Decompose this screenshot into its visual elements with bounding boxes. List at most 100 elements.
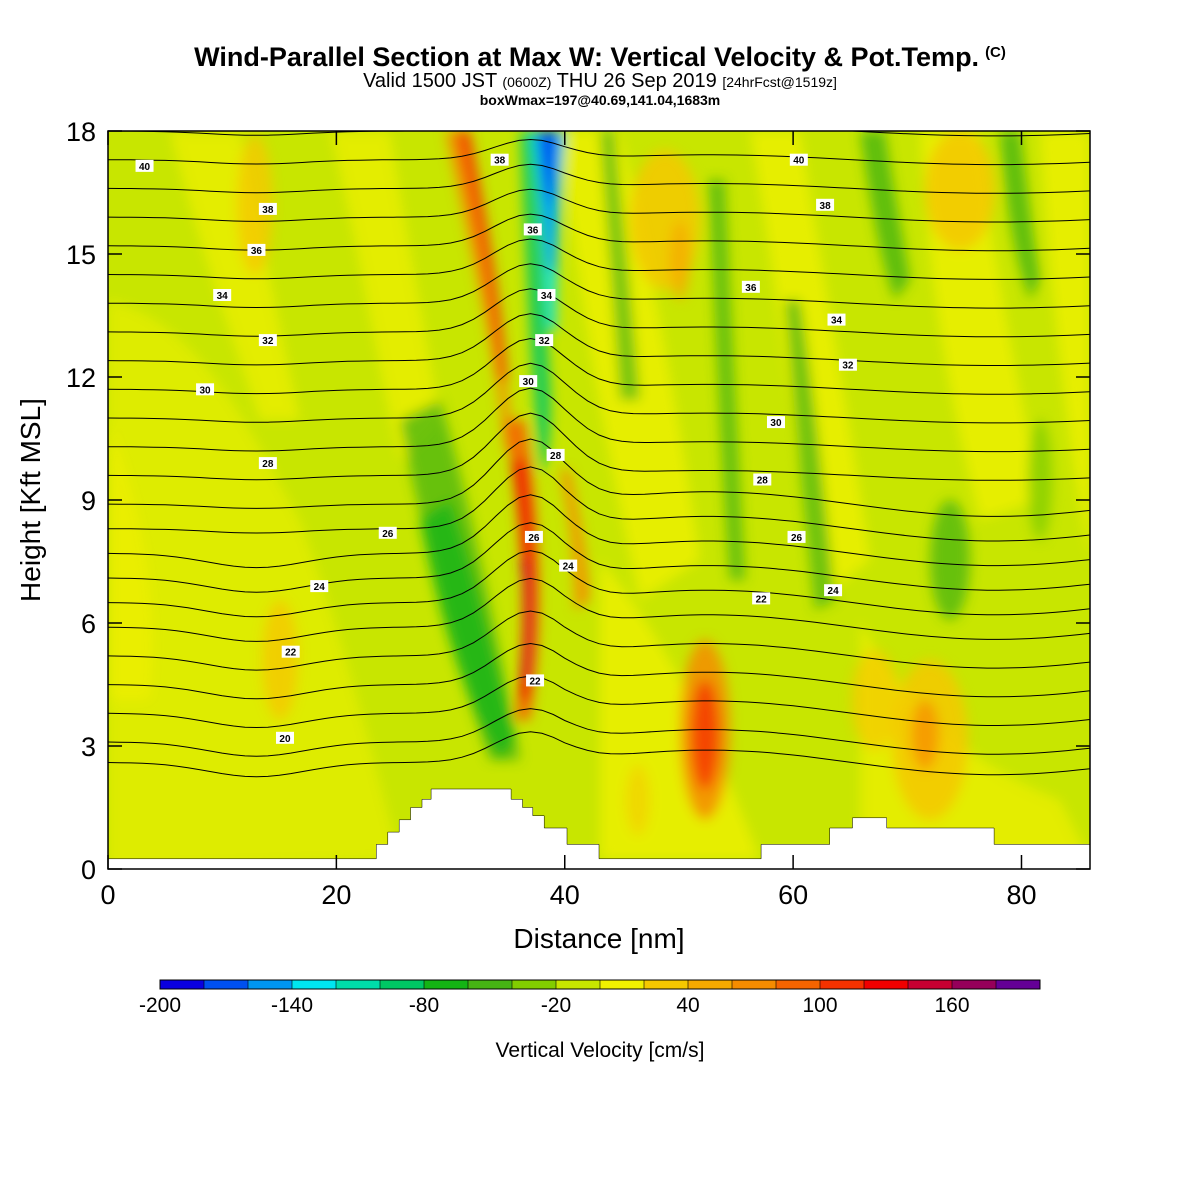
- theta-contour: [108, 131, 1090, 137]
- colorbar-swatch: [952, 980, 997, 989]
- copyright-mark: (C): [985, 44, 1006, 61]
- contour-label: 28: [262, 459, 274, 470]
- contour-label-bg: [258, 457, 277, 470]
- colorbar-swatch: [732, 980, 777, 989]
- theta-contour: [108, 263, 1090, 309]
- contour-label-bg: [135, 159, 154, 172]
- theta-contour: [108, 438, 1090, 517]
- theta-contour: [108, 387, 1090, 453]
- contour-label: 28: [550, 451, 562, 462]
- contour-label: 40: [793, 156, 805, 167]
- theta-contour: [108, 522, 1090, 593]
- theta-contour: [108, 412, 1090, 481]
- colorbar-swatch: [204, 980, 249, 989]
- x-tick-label: 60: [778, 880, 808, 910]
- contour-label-bg: [559, 559, 578, 572]
- terrain-shape: [108, 788, 1090, 869]
- contour-labels: 40 38 36 34 32 30 28 26 24 22 20 38 36 34 32 30 28 26 24 22…: [135, 153, 857, 745]
- valid-date: THU 26 Sep 2019: [556, 70, 717, 92]
- colorbar-swatch: [644, 980, 689, 989]
- contour-label-bg: [787, 530, 806, 543]
- contour-label: 40: [139, 162, 151, 173]
- contour-label-bg: [752, 592, 771, 605]
- theta-contour: [108, 313, 1090, 366]
- y-tick-label: 3: [81, 732, 96, 762]
- contour-label-bg: [213, 289, 232, 301]
- contour-label-bg: [535, 334, 554, 347]
- contour-label-bg: [838, 358, 857, 371]
- x-tick-label: 20: [321, 880, 351, 910]
- contour-label-bg: [258, 334, 277, 347]
- chart-subtitle: Valid 1500 JST (0600Z) THU 26 Sep 2019 […: [0, 70, 1200, 93]
- contour-label-bg: [378, 526, 397, 539]
- contour-label: 22: [756, 594, 768, 605]
- contour-label-bg: [753, 473, 772, 486]
- valid-time: Valid 1500 JST: [363, 70, 497, 92]
- colorbar-swatch: [820, 980, 865, 989]
- theta-contour: [108, 337, 1090, 395]
- contour-label: 36: [251, 246, 263, 257]
- theta-contour: [108, 675, 1090, 729]
- contour-label: 38: [820, 201, 832, 212]
- colorbar-tick-label: -200: [139, 994, 181, 1017]
- contour-label-bg: [258, 202, 277, 215]
- contour-label-bg: [827, 313, 846, 326]
- contour-label: 22: [529, 676, 541, 687]
- colorbar-swatch: [160, 980, 205, 989]
- x-axis-label: Distance [nm]: [513, 923, 684, 954]
- y-tick-label: 18: [66, 117, 96, 147]
- colorbar-swatch: [776, 980, 821, 989]
- contour-label-bg: [741, 280, 760, 293]
- velocity-field: [108, 131, 1090, 869]
- colorbar-swatch: [424, 980, 469, 989]
- theta-contour: [108, 610, 1090, 671]
- colorbar-swatch: [996, 980, 1041, 989]
- contour-label-bg: [275, 731, 294, 744]
- contour-label: 38: [494, 156, 506, 167]
- contour-label-bg: [526, 674, 545, 687]
- chart-title: Wind-Parallel Section at Max W: Vertical…: [0, 42, 1200, 73]
- colorbar-label: Vertical Velocity [cm/s]: [496, 1039, 705, 1062]
- theta-contour: [108, 642, 1090, 700]
- theta-contour: [108, 731, 1090, 778]
- colorbar-swatch: [512, 980, 557, 989]
- colorbar-swatch: [600, 980, 645, 989]
- contour-label-bg: [816, 198, 835, 211]
- box-wmax-line: boxWmax=197@40.69,141.04,1683m: [479, 92, 721, 108]
- contour-label: 34: [217, 291, 229, 302]
- potential-temperature-contours: [108, 131, 1090, 778]
- y-axis-label: Height [Kft MSL]: [15, 398, 46, 602]
- contour-label: 34: [541, 291, 553, 302]
- colorbar-swatch: [336, 980, 381, 989]
- contour-label-bg: [524, 530, 543, 543]
- contour-label: 26: [528, 533, 540, 544]
- colorbar-swatch: [688, 980, 733, 989]
- contour-label: 38: [262, 205, 274, 216]
- theta-contour: [108, 550, 1090, 618]
- contour-label: 20: [279, 734, 291, 745]
- contour-label: 22: [285, 648, 297, 659]
- x-tick-label: 80: [1006, 880, 1036, 910]
- colorbar-swatch: [292, 980, 337, 989]
- contour-label-bg: [247, 243, 266, 256]
- contour-label: 24: [314, 582, 326, 593]
- contour-label-bg: [281, 645, 300, 658]
- contour-label-bg: [519, 375, 538, 388]
- title-text: Wind-Parallel Section at Max W: Vertical…: [194, 42, 980, 72]
- contour-label: 28: [757, 476, 769, 487]
- colorbar-tick-label: 160: [934, 994, 969, 1017]
- contour-label: 30: [770, 418, 782, 429]
- theta-contour: [108, 362, 1090, 424]
- contour-label: 26: [382, 529, 394, 540]
- theta-contour: [108, 163, 1090, 194]
- colorbar-swatch: [380, 980, 425, 989]
- contour-label-bg: [824, 584, 843, 597]
- contour-label: 36: [745, 283, 757, 294]
- theta-contour: [108, 466, 1090, 542]
- theta-contour: [108, 213, 1090, 252]
- plot-area: 40 38 36 34 32 30 28 26 24 22 20 38 36 34 32 30 28 26 24 22…: [108, 131, 1090, 869]
- y-tick-label: 0: [81, 855, 96, 885]
- contour-label: 32: [842, 361, 854, 372]
